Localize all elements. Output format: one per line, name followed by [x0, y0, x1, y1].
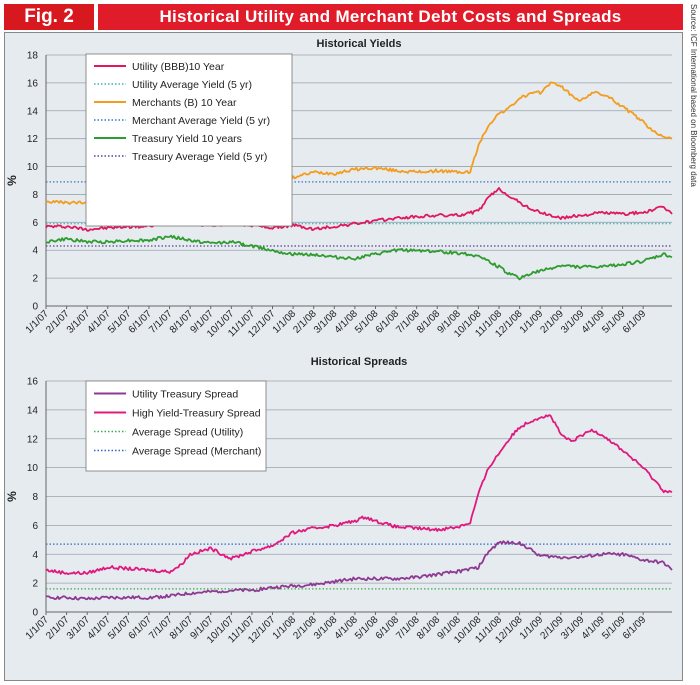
y-tick-label: 8: [32, 492, 38, 503]
chart-1: Historical Yields024681012141618%1/1/072…: [5, 38, 673, 340]
figure-title: Historical Utility and Merchant Debt Cos…: [98, 4, 683, 30]
series-utility-treasury-spread: [45, 540, 673, 601]
x-tick-label: 6/1/09: [621, 308, 649, 336]
legend-label: Treasury Yield 10 years: [132, 133, 242, 145]
legend-label: Utility Treasury Spread: [132, 389, 238, 401]
y-tick-label: 6: [32, 521, 38, 532]
y-tick-label: 12: [27, 434, 39, 445]
figure-label: Fig. 2: [4, 4, 94, 30]
y-tick-label: 16: [27, 78, 39, 89]
y-tick-label: 12: [27, 134, 39, 145]
y-tick-label: 16: [27, 377, 39, 388]
y-tick-label: 2: [32, 579, 38, 590]
legend-box: [85, 53, 293, 227]
y-tick-label: 6: [32, 218, 38, 229]
y-tick-label: 14: [27, 405, 39, 416]
y-tick-label: 8: [32, 190, 38, 201]
chart-title: Historical Yields: [317, 38, 402, 50]
legend-label: Utility Average Yield (5 yr): [132, 79, 252, 91]
y-tick-label: 4: [32, 246, 38, 257]
y-tick-label: 14: [27, 106, 39, 117]
y-tick-label: 0: [32, 302, 38, 313]
y-axis-label: %: [5, 491, 19, 502]
figure-header: Fig. 2 Historical Utility and Merchant D…: [0, 0, 683, 32]
source-note: Source: ICF International based on Bloom…: [689, 4, 698, 187]
y-tick-label: 0: [32, 608, 38, 619]
legend-label: Utility (BBB)10 Year: [132, 61, 225, 73]
legend-box: [85, 380, 267, 472]
y-tick-label: 2: [32, 274, 38, 285]
legend-label: Treasury Average Yield (5 yr): [132, 151, 267, 163]
legend-label: Merchants (B) 10 Year: [132, 97, 237, 109]
legend-label: Average Spread (Utility): [132, 427, 243, 439]
legend-label: Merchant Average Yield (5 yr): [132, 115, 270, 127]
legend-label: High Yield-Treasury Spread: [132, 408, 261, 420]
y-tick-label: 10: [27, 162, 39, 173]
y-tick-label: 4: [32, 550, 38, 561]
y-tick-label: 10: [27, 463, 39, 474]
series-high-yield-treasury-spread: [45, 414, 673, 576]
x-tick-label: 6/1/09: [621, 614, 649, 642]
y-axis-label: %: [5, 175, 19, 186]
series-treasury-yield-10-years: [45, 234, 673, 281]
chart-2: Historical Spreads0246810121416%1/1/072/…: [5, 356, 673, 646]
legend-label: Average Spread (Merchant): [132, 446, 261, 458]
chart-title: Historical Spreads: [311, 356, 408, 368]
y-tick-label: 18: [27, 51, 39, 62]
